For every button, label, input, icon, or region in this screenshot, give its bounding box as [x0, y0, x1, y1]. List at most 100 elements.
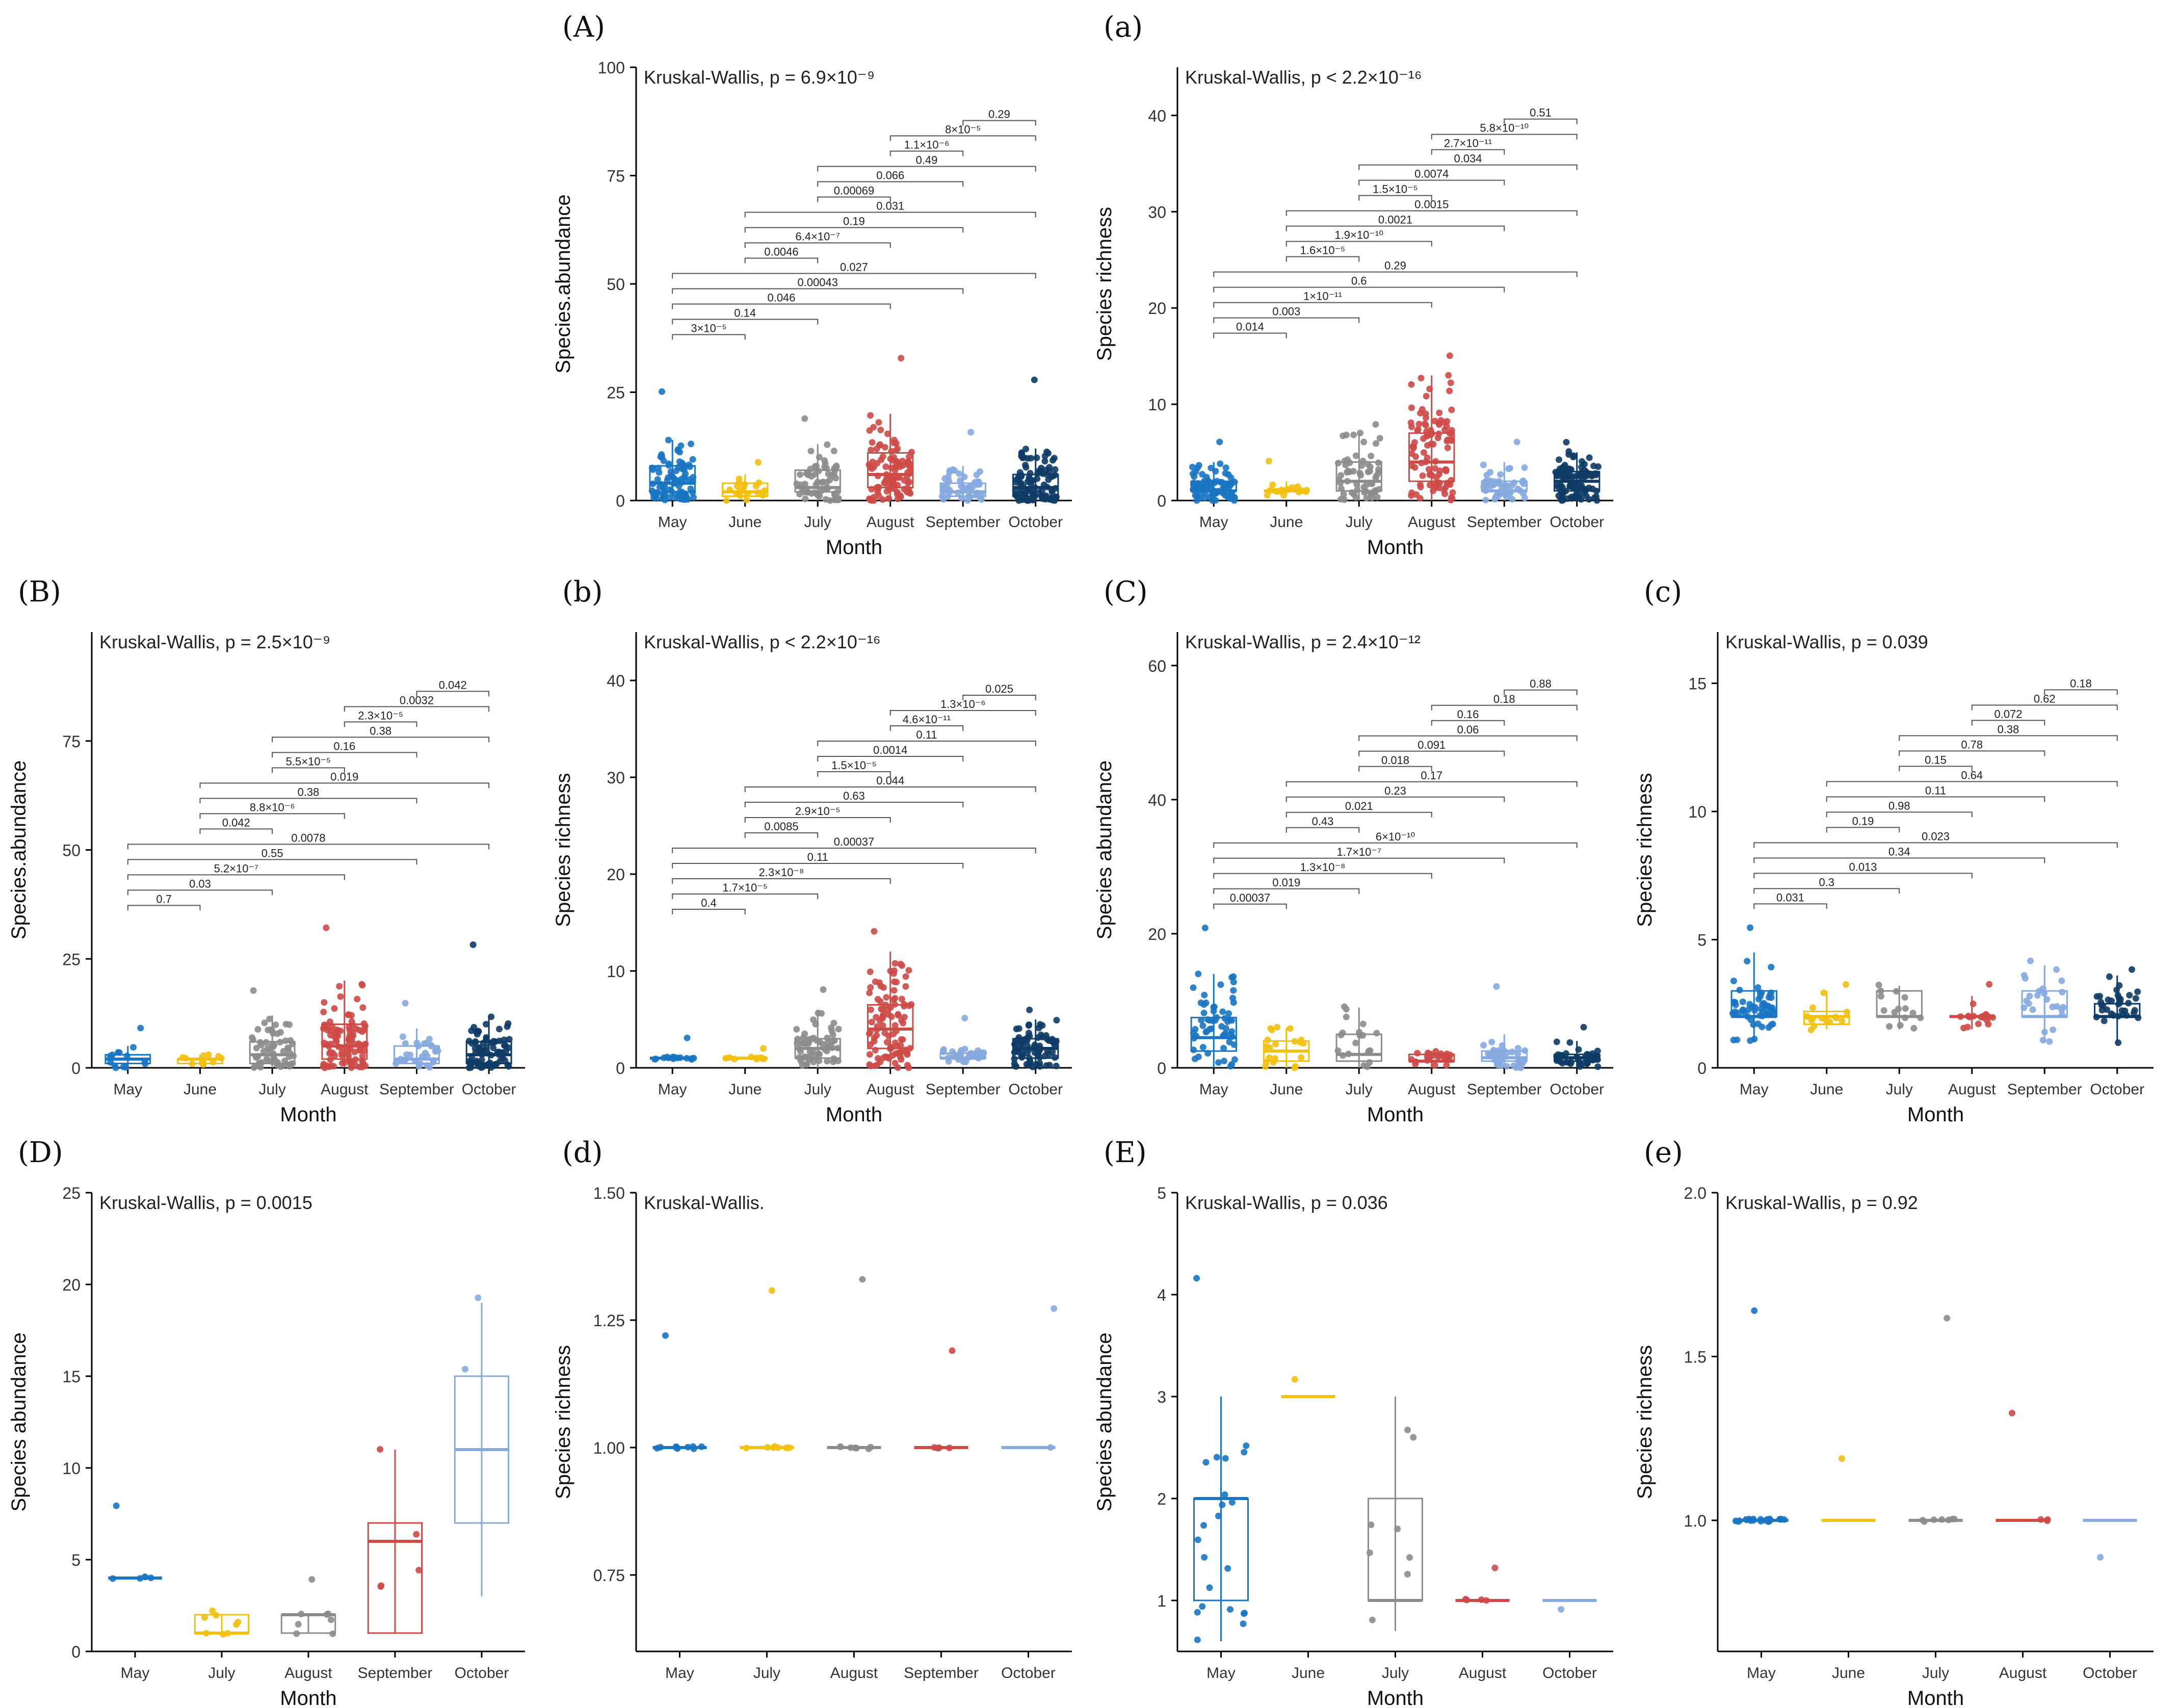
data-point [875, 1055, 882, 1062]
bracket-line [817, 756, 964, 761]
bracket-line [1753, 857, 2045, 863]
data-point [1432, 458, 1439, 465]
bracket-line [672, 273, 1036, 279]
data-point [944, 493, 952, 500]
data-point [1241, 1449, 1248, 1456]
data-point [1964, 1023, 1971, 1031]
data-point [1570, 454, 1577, 461]
data-point [1886, 1023, 1893, 1030]
data-point [359, 1064, 366, 1071]
data-point [1768, 963, 1775, 970]
comparison-bracket: 2.7×10⁻¹¹ [1431, 137, 1505, 155]
data-point [1448, 436, 1455, 443]
x-tick-label: August [1999, 1665, 2047, 1681]
data-point [123, 1053, 130, 1060]
bracket-p-value: 0.025 [985, 682, 1013, 695]
data-point [1334, 460, 1342, 467]
x-tick-label: May [665, 1665, 694, 1681]
data-point [1965, 1013, 1972, 1020]
data-point [866, 1061, 873, 1068]
data-point [875, 419, 882, 426]
data-point [883, 471, 890, 478]
data-point [1447, 481, 1454, 488]
data-point [967, 487, 974, 494]
data-point [2105, 996, 2112, 1004]
data-point [1437, 1050, 1445, 1057]
data-point [1446, 352, 1453, 359]
data-point [894, 474, 901, 481]
data-point [867, 968, 874, 976]
data-point [1446, 387, 1453, 395]
data-point [1558, 1606, 1565, 1613]
data-point [112, 1064, 119, 1071]
data-point [1189, 470, 1196, 477]
box-august [1455, 1564, 1510, 1604]
data-point [737, 492, 744, 500]
y-tick-label: 0.75 [593, 1566, 625, 1585]
data-point [261, 1019, 268, 1027]
y-tick-label: 5 [71, 1551, 81, 1569]
data-point [1419, 406, 1426, 413]
x-axis-title: Month [826, 536, 882, 559]
data-point [1053, 1017, 1060, 1024]
box-september [1480, 983, 1529, 1071]
data-point [1196, 485, 1203, 492]
data-point [1430, 487, 1437, 494]
data-point [2020, 971, 2028, 979]
data-point [830, 470, 837, 477]
data-point [474, 1031, 481, 1038]
data-point [1516, 487, 1524, 494]
data-point [360, 1041, 367, 1048]
data-point [1442, 467, 1450, 475]
data-point [1729, 1010, 1737, 1017]
data-point [336, 983, 343, 990]
data-point [1041, 453, 1048, 460]
data-point [1230, 973, 1237, 980]
data-point [1283, 486, 1291, 493]
data-point [1339, 1029, 1346, 1036]
bracket-p-value: 0.031 [1776, 891, 1804, 904]
bracket-line [2044, 689, 2118, 695]
box-september [1480, 438, 1529, 504]
comparison-bracket: 0.019 [1213, 876, 1360, 894]
data-point [285, 1044, 292, 1052]
data-point [1263, 1059, 1270, 1066]
data-point [1919, 1517, 1926, 1524]
chart-title: Kruskal-Wallis. [644, 1192, 765, 1213]
data-point [1204, 1050, 1212, 1057]
data-point [1291, 1064, 1298, 1071]
data-point [1751, 1036, 1758, 1043]
data-point [257, 1064, 264, 1071]
data-point [1195, 970, 1202, 978]
bracket-p-value: 0.00069 [834, 185, 875, 197]
data-point [1215, 1512, 1222, 1519]
data-point [978, 496, 985, 503]
comparison-bracket: 0.16 [272, 740, 417, 758]
data-point [768, 1287, 775, 1294]
data-point [1422, 422, 1429, 429]
box-may [1193, 1275, 1250, 1643]
data-point [355, 1041, 362, 1048]
data-point [1739, 1006, 1746, 1013]
y-tick-label: 40 [1148, 107, 1166, 125]
data-point [1839, 1017, 1846, 1024]
x-tick-label: May [113, 1081, 142, 1098]
panel-b: (b) 0 10 20 30 40 Species richness May June July A… [552, 575, 1072, 1126]
data-point [893, 1042, 900, 1049]
data-point [1373, 472, 1380, 479]
data-point [434, 1047, 441, 1055]
data-point [468, 1027, 475, 1034]
data-point [905, 486, 912, 493]
bracket-line [1431, 134, 1578, 140]
data-point [1448, 406, 1455, 413]
data-point [1565, 1059, 1572, 1066]
data-point [1419, 472, 1426, 479]
data-point [1448, 427, 1455, 434]
data-point [1036, 1063, 1043, 1070]
data-point [1444, 444, 1451, 452]
x-axis-title: Month [826, 1103, 882, 1126]
data-point [1759, 1012, 1766, 1019]
data-point [2043, 996, 2051, 1003]
data-point [764, 1444, 771, 1451]
data-point [653, 1444, 661, 1452]
